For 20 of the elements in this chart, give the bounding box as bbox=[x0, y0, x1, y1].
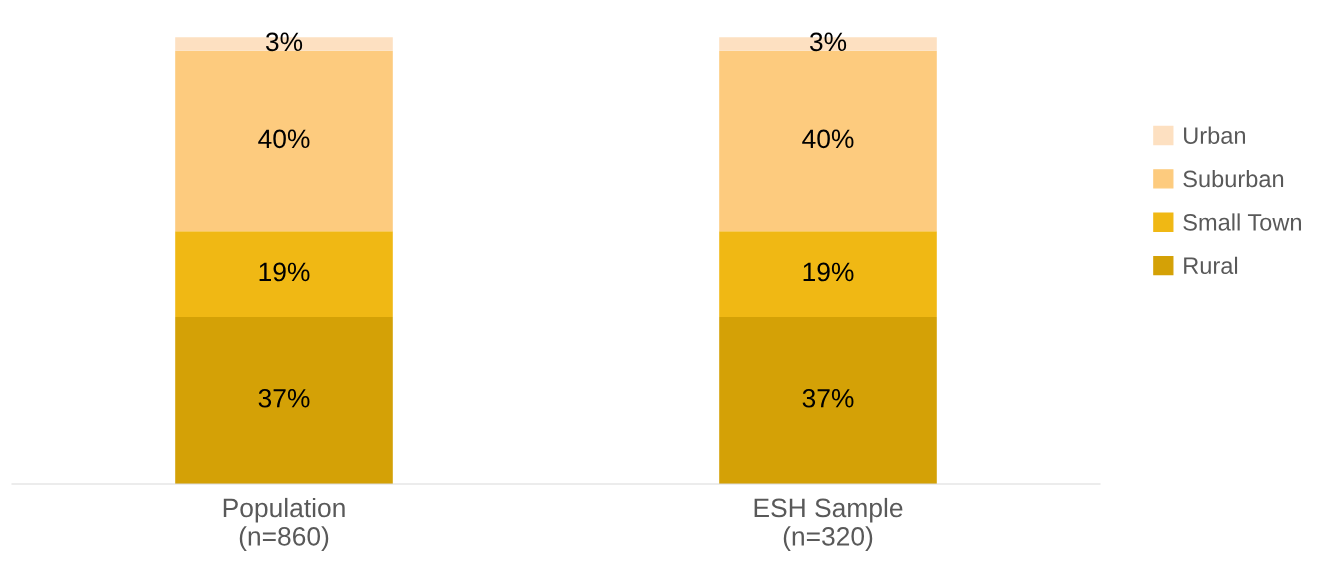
legend-label: Suburban bbox=[1183, 169, 1284, 188]
data-label: 3% bbox=[809, 32, 847, 52]
bar bbox=[719, 317, 937, 484]
x-tick-label: Population (n=860) bbox=[223, 497, 345, 551]
data-label: 40% bbox=[258, 129, 310, 149]
bar bbox=[175, 50, 393, 232]
bar bbox=[719, 50, 937, 232]
legend-label: Rural bbox=[1184, 256, 1238, 275]
bar bbox=[719, 231, 937, 318]
data-label: 3% bbox=[265, 32, 303, 52]
data-label: 19% bbox=[803, 262, 854, 282]
data-label: 19% bbox=[259, 262, 310, 282]
data-label: 37% bbox=[258, 388, 310, 408]
x-tick-label: ESH Sample (n=320) bbox=[754, 497, 903, 551]
bar bbox=[175, 231, 393, 318]
legend-label: Urban bbox=[1184, 126, 1245, 144]
legend-label: Small Town bbox=[1183, 213, 1301, 231]
bar bbox=[175, 317, 393, 484]
data-label: 37% bbox=[802, 388, 854, 408]
data-label: 40% bbox=[802, 129, 854, 149]
